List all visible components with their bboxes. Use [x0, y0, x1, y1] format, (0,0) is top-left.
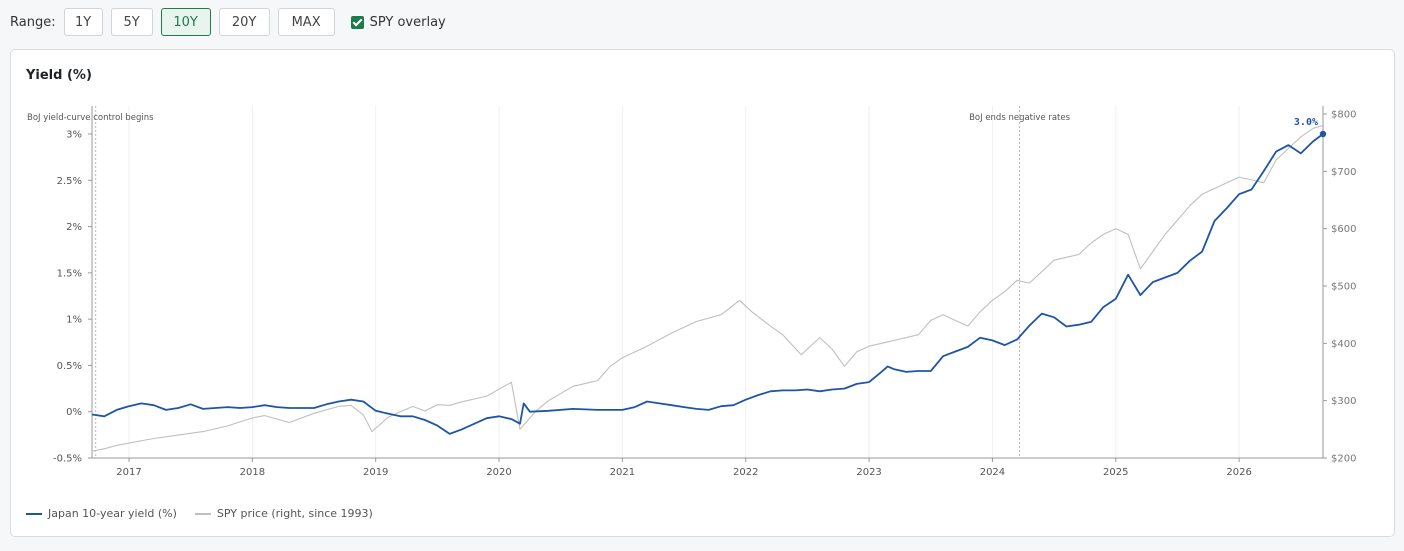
y-left-tick-label: 2%	[66, 222, 82, 233]
y-left-tick-label: -0.5%	[53, 454, 82, 465]
range-button-10y[interactable]: 10Y	[160, 8, 211, 36]
range-button-20y[interactable]: 20Y	[218, 8, 270, 36]
y-right-tick-label: $400	[1331, 339, 1356, 350]
y-left-tick-label: 0%	[66, 407, 82, 418]
yield-line	[91, 133, 1324, 435]
x-tick-label: 2022	[733, 467, 758, 478]
y-left-tick-label: 1.5%	[57, 268, 82, 279]
y-left-tick-label: 3%	[66, 130, 82, 141]
x-tick-label: 2018	[240, 467, 265, 478]
y-right-tick-label: $600	[1331, 224, 1356, 235]
spy-price-line	[91, 124, 1324, 452]
chart-legend: Japan 10-year yield (%) SPY price (right…	[26, 507, 391, 520]
legend-swatch-spy	[194, 512, 211, 515]
legend-swatch-yield	[26, 512, 42, 515]
spy-overlay-toggle[interactable]: SPY overlay	[350, 14, 446, 30]
x-tick-label: 2017	[116, 467, 141, 478]
x-tick-label: 2025	[1103, 467, 1128, 478]
last-value-dot	[1319, 130, 1327, 138]
annotation-label: BoJ ends negative rates	[969, 113, 1071, 123]
x-tick-label: 2024	[980, 467, 1005, 478]
yield-chart: 2017 2018 2019 2020 2021 2022 2023 2024 2025 2026…	[27, 106, 1356, 478]
y-right-tick-label: $500	[1331, 282, 1356, 293]
x-tick-label: 2026	[1226, 467, 1251, 478]
y-left-tick-label: 0.5%	[57, 361, 82, 372]
range-label: Range:	[10, 14, 56, 30]
range-button-5y[interactable]: 5Y	[110, 8, 153, 36]
spy-overlay-label: SPY overlay	[369, 14, 446, 30]
legend-item-spy: SPY price (right, since 1993)	[194, 507, 373, 520]
annotation-label: BoJ yield-curve control begins	[27, 113, 154, 123]
x-tick-label: 2020	[486, 467, 511, 478]
spy-overlay-checkbox[interactable]	[350, 15, 364, 29]
range-button-1y[interactable]: 1Y	[63, 8, 103, 36]
chart-card: Yield (%) 2017 2018 2019 2020 2021 2022 2023 20…	[10, 49, 1395, 537]
legend-label-yield: Japan 10-year yield (%)	[48, 507, 177, 520]
y-right-tick-label: $800	[1331, 110, 1356, 121]
chart-title: Yield (%)	[26, 68, 92, 83]
x-tick-label: 2023	[856, 467, 881, 478]
range-toolbar: Range: 1Y 5Y 10Y 20Y MAX SPY overlay	[10, 7, 446, 37]
y-right-tick-label: $300	[1331, 396, 1356, 407]
legend-label-spy: SPY price (right, since 1993)	[216, 507, 373, 520]
last-value-label: 3.0%	[1294, 117, 1318, 128]
legend-item-yield: Japan 10-year yield (%)	[26, 507, 177, 520]
x-tick-label: 2019	[363, 467, 388, 478]
y-left-tick-label: 2.5%	[57, 176, 82, 187]
y-right-tick-label: $200	[1331, 454, 1356, 465]
y-right-tick-label: $700	[1331, 167, 1356, 178]
x-tick-label: 2021	[610, 467, 635, 478]
range-button-max[interactable]: MAX	[277, 8, 335, 36]
y-left-tick-label: 1%	[66, 315, 82, 326]
